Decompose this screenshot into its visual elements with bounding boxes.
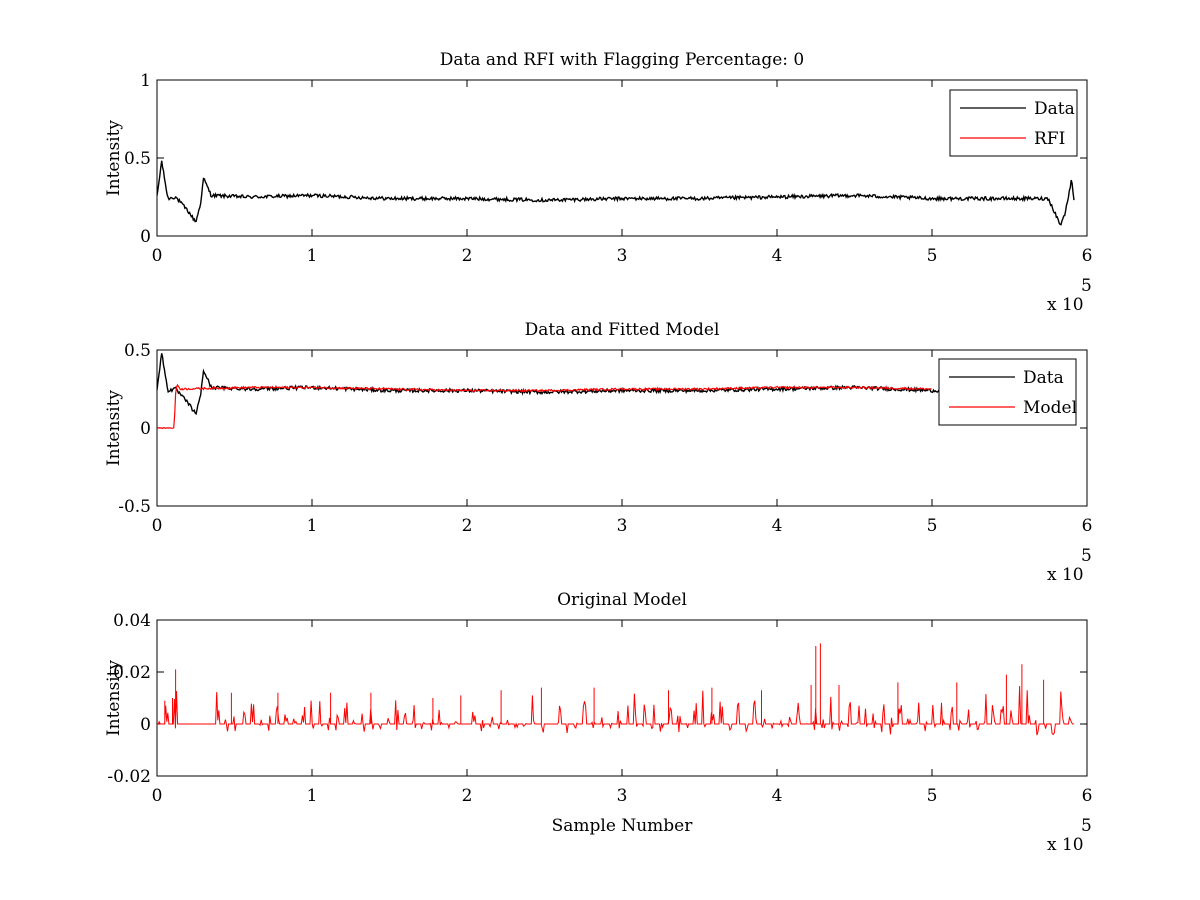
legend-label: Data	[1023, 368, 1064, 388]
x-multiplier-exponent: 5	[1081, 816, 1092, 836]
x-multiplier: x 10	[1047, 565, 1084, 585]
series-line-data	[157, 160, 1075, 226]
y-tick-label: 0.5	[124, 341, 151, 361]
x-axis-label: Sample Number	[552, 816, 694, 836]
y-tick-label: -0.02	[107, 767, 151, 787]
x-tick-label: 6	[1082, 786, 1093, 806]
x-tick-label: 4	[772, 786, 783, 806]
series-line-model	[157, 383, 932, 429]
x-tick-label: 1	[307, 246, 318, 266]
x-tick-label: 4	[772, 516, 783, 536]
x-tick-label: 2	[462, 246, 473, 266]
chart-title: Data and RFI with Flagging Percentage: 0	[440, 50, 804, 70]
x-tick-label: 5	[927, 246, 938, 266]
chart-title: Original Model	[557, 590, 687, 610]
y-tick-label: 0	[140, 227, 151, 247]
y-axis-label: Intensity	[104, 660, 124, 736]
y-tick-label: 0.02	[113, 663, 151, 683]
x-tick-label: 2	[462, 516, 473, 536]
x-tick-label: 2	[462, 786, 473, 806]
y-tick-label: 0.5	[124, 149, 151, 169]
x-tick-label: 6	[1082, 516, 1093, 536]
y-tick-label: -0.5	[118, 497, 151, 517]
x-tick-label: 4	[772, 246, 783, 266]
legend-box	[949, 89, 1078, 157]
x-tick-label: 5	[927, 786, 938, 806]
x-multiplier-exponent: 5	[1081, 276, 1092, 296]
y-tick-label: 0	[140, 419, 151, 439]
x-multiplier: x 10	[1047, 295, 1084, 315]
y-tick-label: 0.04	[113, 611, 151, 631]
series-line-original-model	[157, 643, 1074, 736]
x-tick-label: 1	[307, 516, 318, 536]
x-tick-label: 0	[152, 786, 163, 806]
x-tick-label: 5	[927, 516, 938, 536]
y-axis-label: Intensity	[104, 390, 124, 466]
chart-title: Data and Fitted Model	[525, 320, 720, 340]
x-tick-label: 0	[152, 516, 163, 536]
x-tick-label: 0	[152, 246, 163, 266]
x-tick-label: 3	[617, 786, 628, 806]
y-tick-label: 0	[140, 715, 151, 735]
x-tick-label: 3	[617, 516, 628, 536]
x-multiplier: x 10	[1047, 835, 1084, 855]
legend: Data Model	[938, 358, 1077, 426]
y-tick-label: 1	[140, 71, 151, 91]
legend-label: RFI	[1034, 129, 1065, 149]
x-tick-label: 6	[1082, 246, 1093, 266]
x-multiplier-exponent: 5	[1081, 546, 1092, 566]
legend-box	[938, 358, 1077, 426]
x-tick-label: 3	[617, 246, 628, 266]
legend-label: Model	[1023, 398, 1077, 418]
legend-label: Data	[1034, 99, 1075, 119]
y-axis-label: Intensity	[104, 120, 124, 196]
legend: Data RFI	[949, 89, 1078, 157]
x-tick-label: 1	[307, 786, 318, 806]
